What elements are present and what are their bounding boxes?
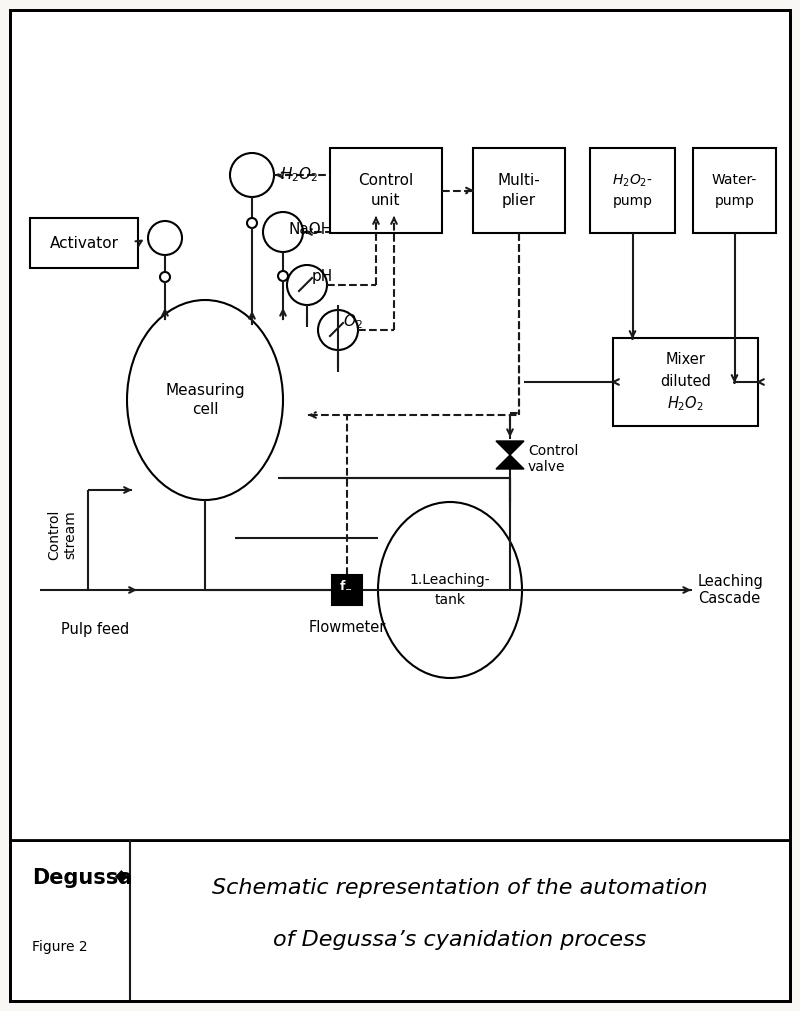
Text: Control: Control [358,173,414,188]
FancyBboxPatch shape [330,148,442,233]
Text: Control: Control [528,444,578,458]
Ellipse shape [378,502,522,678]
Circle shape [148,221,182,255]
Circle shape [318,310,358,350]
FancyBboxPatch shape [332,575,362,605]
Text: pump: pump [613,193,653,207]
Text: tank: tank [434,593,466,607]
Text: $H_2O_2$-: $H_2O_2$- [612,172,653,189]
Circle shape [263,212,303,252]
Ellipse shape [127,300,283,500]
Text: Multi-: Multi- [498,173,540,188]
FancyBboxPatch shape [613,338,758,426]
Text: ◆: ◆ [115,868,128,886]
Text: NaOH: NaOH [288,221,332,237]
Text: Figure 2: Figure 2 [32,940,88,954]
Text: Water-: Water- [712,174,757,187]
Text: Leaching
Cascade: Leaching Cascade [698,574,764,607]
Text: pH: pH [312,270,334,284]
FancyBboxPatch shape [10,10,790,840]
Circle shape [247,218,257,228]
Text: Measuring: Measuring [165,382,245,397]
Text: $O_2$: $O_2$ [343,312,362,332]
Text: $H_2O_2$: $H_2O_2$ [667,394,704,413]
FancyBboxPatch shape [693,148,776,233]
Text: valve: valve [528,460,566,474]
Circle shape [160,272,170,282]
Text: Mixer: Mixer [666,353,706,368]
FancyBboxPatch shape [590,148,675,233]
Text: Control
stream: Control stream [47,510,77,560]
Text: plier: plier [502,193,536,208]
Text: Pulp feed: Pulp feed [61,622,129,637]
FancyBboxPatch shape [30,218,138,268]
Text: Schematic representation of the automation: Schematic representation of the automati… [212,878,708,898]
Text: $H_2O_2$: $H_2O_2$ [280,166,318,184]
Circle shape [287,265,327,305]
Text: Activator: Activator [50,236,118,251]
Circle shape [278,271,288,281]
FancyBboxPatch shape [10,840,790,1001]
FancyBboxPatch shape [473,148,565,233]
Text: Flowmeter: Flowmeter [308,620,386,635]
Text: pump: pump [714,193,754,207]
Circle shape [230,153,274,197]
Text: 1.Leaching-: 1.Leaching- [410,573,490,587]
Text: Degussa: Degussa [32,868,132,888]
Polygon shape [496,441,524,455]
Text: cell: cell [192,402,218,418]
Text: unit: unit [371,193,401,208]
Text: diluted: diluted [660,374,711,389]
Text: of Degussa’s cyanidation process: of Degussa’s cyanidation process [274,930,646,950]
Text: f: f [340,580,346,593]
Polygon shape [496,455,524,469]
